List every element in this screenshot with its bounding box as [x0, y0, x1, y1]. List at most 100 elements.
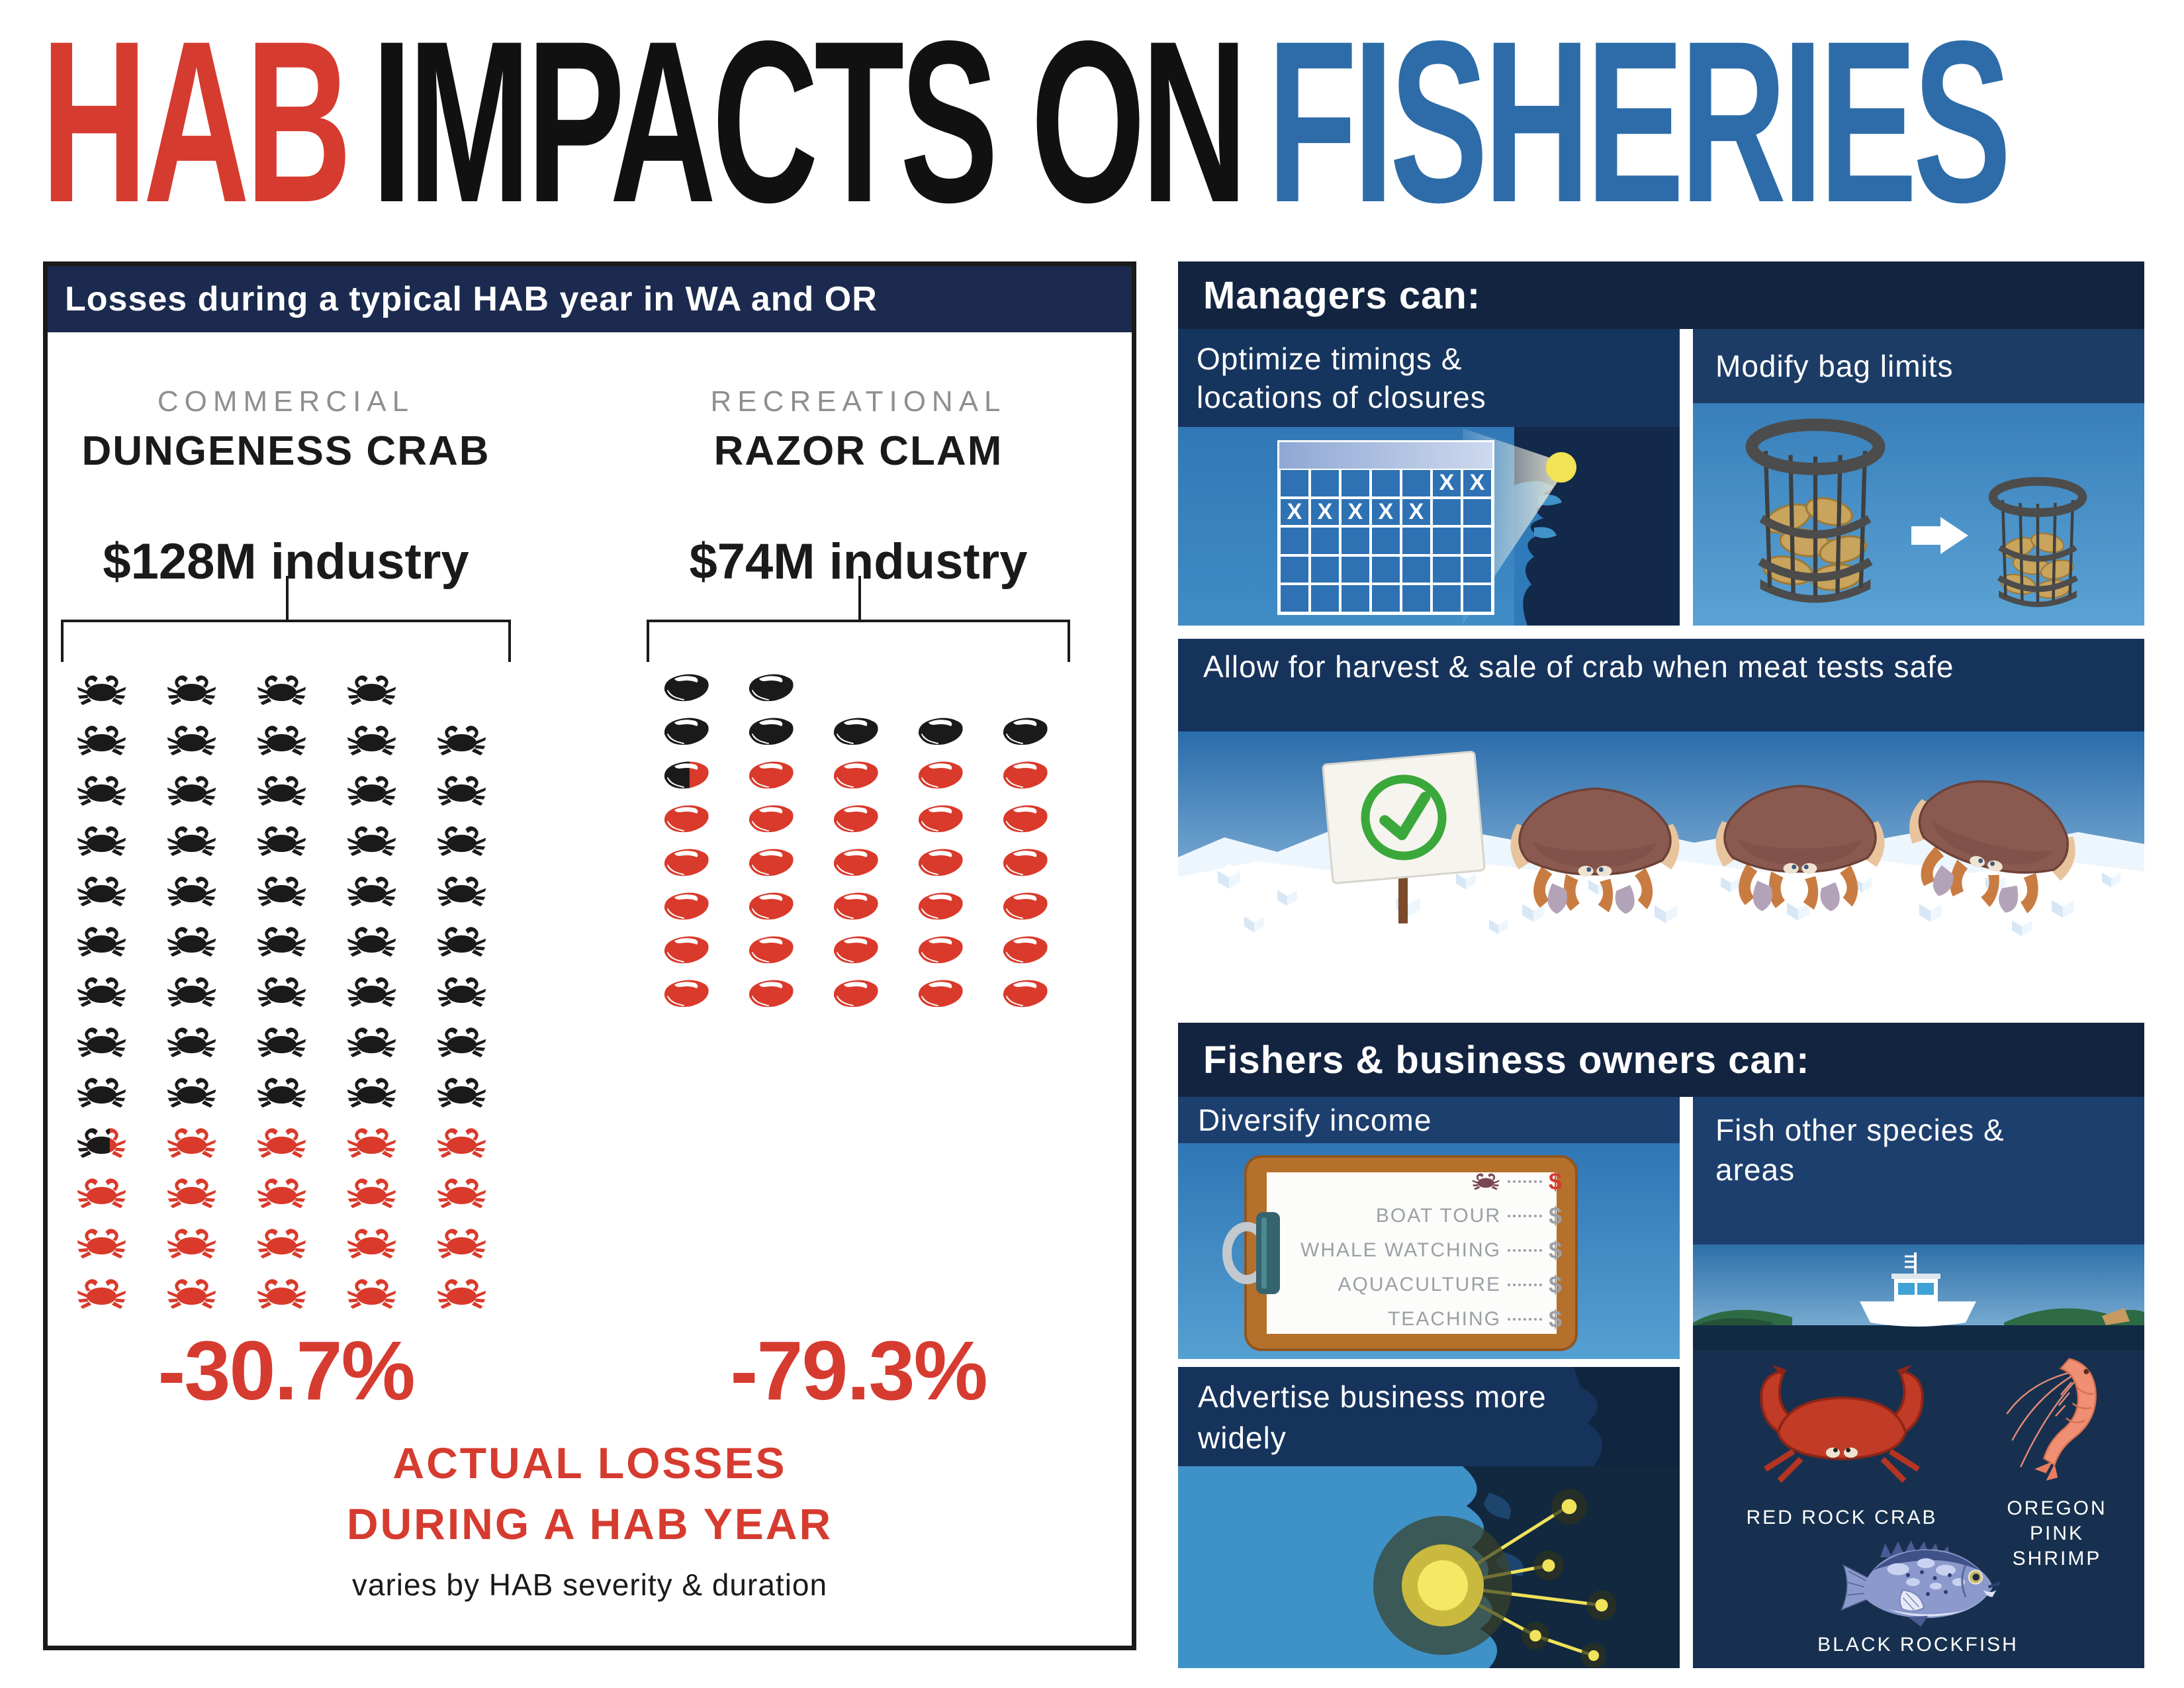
- title-fisheries: FISHERIES: [1267, 0, 2012, 250]
- crab-glyph: [241, 1225, 322, 1262]
- clam-glyph: [901, 715, 979, 748]
- clam-icon: [901, 933, 979, 966]
- losses-panel: Losses during a typical HAB year in WA a…: [43, 261, 1136, 1650]
- clam-glyph: [901, 890, 979, 923]
- crab-glyph: [331, 872, 412, 910]
- income-item-label: WHALE WATCHING: [1300, 1239, 1501, 1261]
- crab-glyph: [61, 722, 142, 759]
- crab-icon: [151, 722, 232, 759]
- clam-glyph: [647, 802, 725, 835]
- crab-icon: [151, 1174, 232, 1212]
- closed-day-cell: X: [1340, 497, 1371, 527]
- clam-glyph: [816, 715, 894, 748]
- dollar-sign: $: [1549, 1237, 1563, 1264]
- crab-icon: [421, 1124, 502, 1162]
- crab-glyph: [151, 1124, 232, 1162]
- crab-icon: [241, 1023, 322, 1061]
- open-day-cell: [1401, 526, 1432, 555]
- crab-icon: [241, 822, 322, 860]
- income-item-label: TEACHING: [1387, 1308, 1501, 1330]
- fish-other-species-label: Fish other species & areas: [1693, 1097, 2144, 1244]
- crab-glyph: [61, 872, 142, 910]
- pink-shrimp-illustration: [2006, 1358, 2097, 1482]
- crab-glyph: [421, 923, 502, 961]
- actual-losses-line1: ACTUAL LOSSES: [392, 1438, 787, 1487]
- closed-day-cell: X: [1462, 469, 1492, 498]
- crab-icon: [421, 1225, 502, 1262]
- crab-icon: [241, 923, 322, 961]
- clam-icon: [901, 846, 979, 879]
- crab-icon: [421, 822, 502, 860]
- clam-glyph: [901, 802, 979, 835]
- crab-glyph: [61, 973, 142, 1011]
- income-item-label: BOAT TOUR: [1375, 1205, 1501, 1227]
- pictograph-row: [61, 1275, 502, 1313]
- clam-icon: [985, 890, 1064, 923]
- commercial-label: COMMERCIAL: [157, 385, 415, 418]
- crab-icon: [421, 722, 502, 759]
- crab-icon: [241, 872, 322, 910]
- pictograph-row: [647, 977, 1064, 1010]
- clam-glyph: [647, 933, 725, 966]
- clam-glyph: [985, 933, 1064, 966]
- crab-icon: [241, 973, 322, 1011]
- clam-icon: [816, 715, 894, 748]
- income-item-label: AQUACULTURE: [1338, 1274, 1501, 1295]
- optimize-closures-card: Optimize timings & locations of closures…: [1178, 329, 1680, 626]
- clam-icon: [816, 977, 894, 1010]
- crab-icon: [241, 722, 322, 759]
- clam-icon: [731, 671, 809, 704]
- crab-glyph: [331, 671, 412, 709]
- clam-glyph: [816, 977, 894, 1010]
- open-day-cell: [1279, 526, 1310, 555]
- pictograph-row: [61, 722, 502, 759]
- baskets-illustration: [1693, 403, 2144, 626]
- crab-icon: [331, 772, 412, 810]
- diversify-income-label: Diversify income: [1178, 1097, 1680, 1143]
- modify-bag-limits-card: Modify bag limits: [1693, 329, 2144, 626]
- diversify-income-card: $ BOAT TOUR $ WHALE WATCHING $ AQUACULTURE $ TE…: [1178, 1143, 1680, 1359]
- crab-icon: [421, 1174, 502, 1212]
- crab-icon: [331, 671, 412, 709]
- crab-icon: [61, 1225, 142, 1262]
- income-list: $ BOAT TOUR $ WHALE WATCHING $ AQUACULTURE $ TE…: [1257, 1168, 1569, 1333]
- open-day-cell: [1279, 584, 1310, 613]
- open-day-cell: [1310, 469, 1340, 498]
- open-day-cell: [1462, 526, 1492, 555]
- clam-icon: [985, 759, 1064, 792]
- crab-icon: [151, 671, 232, 709]
- boat-scene-illustration: [1693, 1244, 2144, 1350]
- clam-icon: [985, 846, 1064, 879]
- clam-glyph: [901, 977, 979, 1010]
- clam-icon: [901, 890, 979, 923]
- open-day-cell: [1401, 555, 1432, 585]
- managers-panel-header: Managers can:: [1178, 261, 2144, 329]
- open-day-cell: [1401, 469, 1432, 498]
- open-day-cell: [1340, 526, 1371, 555]
- crab-icon: [241, 1225, 322, 1262]
- page-title: HAB IMPACTS ON FISHERIES: [41, 5, 2159, 244]
- crab-icon: [421, 1023, 502, 1061]
- pink-shrimp-label: OREGON PINK SHRIMP: [2007, 1497, 2107, 1570]
- crab-glyph: [331, 1124, 412, 1162]
- sun-dot: [1546, 452, 1576, 483]
- crab-glyph: [421, 1275, 502, 1313]
- red-rock-crab-label: RED ROCK CRAB: [1746, 1507, 1938, 1528]
- crab-glyph: [241, 872, 322, 910]
- crab-glyph: [61, 1074, 142, 1111]
- crab-loss-percent: -30.7%: [158, 1324, 415, 1417]
- open-day-cell: [1371, 526, 1401, 555]
- crab-icon: [61, 923, 142, 961]
- clam-icon: [647, 671, 725, 704]
- crab-glyph: [61, 671, 142, 709]
- open-day-cell: [1371, 555, 1401, 585]
- crab-glyph: [421, 1124, 502, 1162]
- crab-glyph: [241, 1174, 322, 1212]
- pictograph-row: [61, 671, 502, 709]
- crab-glyph: [331, 1174, 412, 1212]
- crab-glyph: [151, 1275, 232, 1313]
- crab-icon: [151, 923, 232, 961]
- crab-icon: [421, 872, 502, 910]
- closed-day-cell: X: [1371, 497, 1401, 527]
